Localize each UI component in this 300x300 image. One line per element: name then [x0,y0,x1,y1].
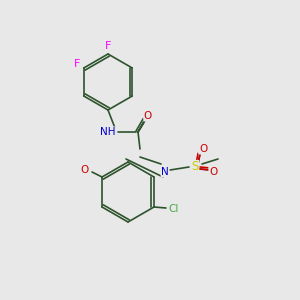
Text: N: N [161,167,169,177]
Text: F: F [105,41,111,51]
Text: O: O [209,167,217,177]
Text: Cl: Cl [169,204,179,214]
Text: NH: NH [100,127,116,137]
Text: O: O [144,111,152,121]
Text: O: O [80,165,88,175]
Text: O: O [199,144,207,154]
Text: S: S [191,160,199,173]
Text: F: F [74,59,80,69]
